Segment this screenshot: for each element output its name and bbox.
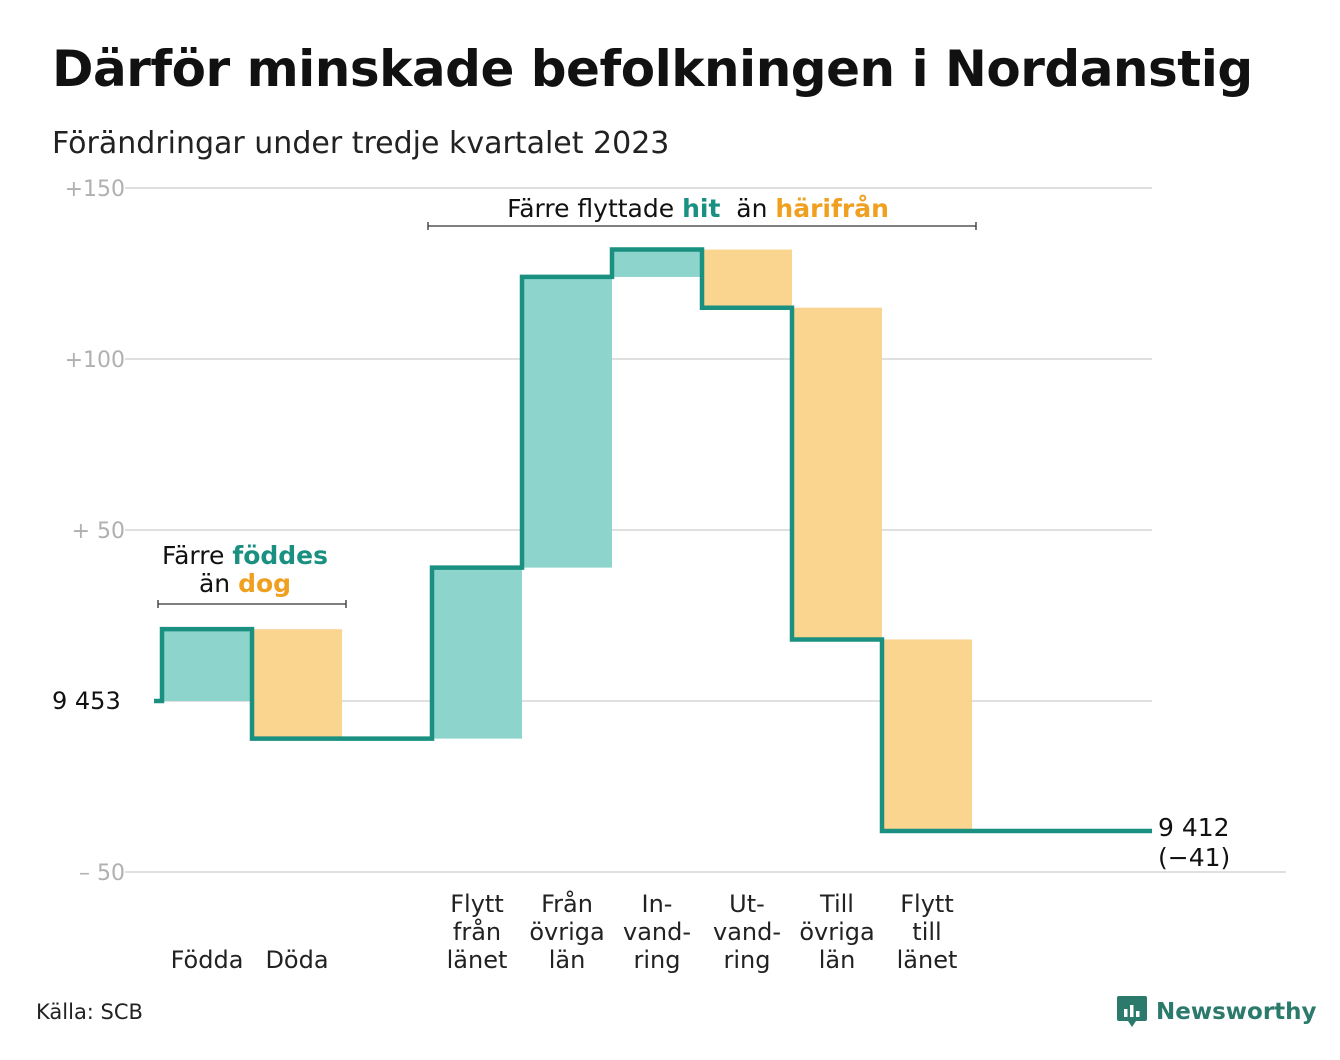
- annotation-migration: Färre flyttade hit än härifrån: [507, 194, 889, 223]
- y-tick-label: +100: [65, 348, 125, 373]
- category-label: Flytt: [450, 890, 504, 918]
- category-label: övriga: [529, 918, 604, 946]
- y-tick-label: – 50: [79, 861, 125, 886]
- y-tick-label: +150: [65, 177, 125, 202]
- source-note: Källa: SCB: [36, 1000, 143, 1024]
- category-label: Ut-: [729, 890, 765, 918]
- category-label: vand-: [623, 918, 691, 946]
- category-label: Döda: [265, 946, 328, 974]
- category-label: Födda: [171, 946, 244, 974]
- category-label: ring: [724, 946, 771, 974]
- waterfall-bar: [612, 249, 702, 277]
- waterfall-bar: [162, 629, 252, 701]
- category-label: län: [819, 946, 856, 974]
- waterfall-bar: [882, 639, 972, 831]
- category-label: Till: [819, 890, 854, 918]
- annotation-births: än dog: [199, 569, 291, 598]
- end-change-label: (−41): [1158, 843, 1230, 872]
- waterfall-bar: [702, 249, 792, 308]
- category-label: Från: [541, 889, 593, 918]
- waterfall-bar: [522, 276, 612, 568]
- start-value-label: 9 453: [52, 687, 121, 715]
- cumulative-step-line: [154, 247, 1152, 834]
- end-value-label: 9 412: [1158, 813, 1230, 842]
- category-label: länet: [897, 946, 958, 974]
- annotation-births: Färre föddes: [162, 541, 328, 570]
- chart-subtitle: Förändringar under tredje kvartalet 2023: [52, 126, 670, 161]
- category-label: vand-: [713, 918, 781, 946]
- category-label: länet: [447, 946, 508, 974]
- category-label: övriga: [799, 918, 874, 946]
- brand-name: Newsworthy: [1156, 999, 1317, 1025]
- category-label: län: [549, 946, 586, 974]
- brand-logo: Newsworthy: [1116, 994, 1317, 1030]
- category-label: till: [912, 918, 941, 946]
- category-label: ring: [634, 946, 681, 974]
- chart-title: Därför minskade befolkningen i Nordansti…: [52, 40, 1253, 98]
- category-label: från: [453, 917, 501, 946]
- waterfall-bar: [792, 307, 882, 640]
- newsworthy-logo-icon: [1117, 996, 1147, 1027]
- category-label: In-: [642, 890, 673, 918]
- waterfall-bar: [432, 567, 522, 739]
- waterfall-bar: [252, 629, 342, 739]
- y-tick-label: + 50: [72, 519, 125, 544]
- category-label: Flytt: [900, 890, 954, 918]
